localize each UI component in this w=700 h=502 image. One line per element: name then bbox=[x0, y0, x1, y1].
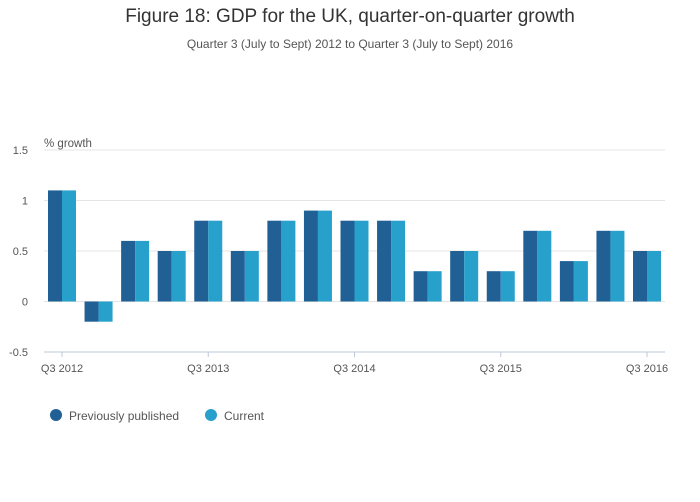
bar-current bbox=[647, 251, 661, 302]
chart-subtitle: Quarter 3 (July to Sept) 2012 to Quarter… bbox=[186, 37, 514, 51]
bar-previously-published bbox=[559, 261, 574, 302]
bar-current bbox=[500, 271, 515, 302]
bar-previously-published bbox=[84, 301, 99, 322]
legend: Previously published Current bbox=[50, 409, 265, 423]
bar-previously-published bbox=[303, 210, 318, 302]
legend-marker bbox=[205, 409, 217, 421]
y-tick-label: 1 bbox=[22, 196, 28, 208]
x-tick-label: Q3 2016 bbox=[626, 363, 668, 375]
bar-previously-published bbox=[340, 220, 355, 302]
axes: -0.5 0 0.5 1 1.5 Q3 2012 Q3 2013 Q3 2014 Q3 2015… bbox=[9, 145, 668, 375]
legend-marker bbox=[50, 409, 62, 421]
bar-current bbox=[610, 230, 625, 302]
bar-previously-published bbox=[523, 230, 538, 302]
bar-previously-published bbox=[413, 271, 428, 302]
bar-previously-published bbox=[596, 230, 611, 302]
bar-current bbox=[464, 251, 479, 302]
y-tick-label: -0.5 bbox=[9, 347, 28, 359]
bar-current bbox=[135, 240, 150, 302]
bar-current bbox=[391, 220, 406, 302]
legend-label: Previously published bbox=[69, 409, 179, 423]
bar-current bbox=[537, 230, 552, 302]
y-tick-label: 1.5 bbox=[13, 145, 28, 157]
x-tick-label: Q3 2015 bbox=[480, 363, 522, 375]
bar-previously-published bbox=[230, 251, 245, 302]
bar-current bbox=[98, 301, 113, 322]
bar-previously-published bbox=[450, 251, 465, 302]
y-tick-label: 0 bbox=[22, 297, 28, 309]
bar-current bbox=[171, 251, 186, 302]
bar-previously-published bbox=[267, 220, 282, 302]
bar-current bbox=[208, 220, 223, 302]
y-tick-label: 0.5 bbox=[13, 246, 28, 258]
bar-current bbox=[354, 220, 369, 302]
bar-current bbox=[62, 190, 76, 302]
bar-current bbox=[317, 210, 332, 302]
x-tick-label: Q3 2012 bbox=[41, 363, 83, 375]
bars bbox=[48, 190, 661, 322]
bar-current bbox=[573, 261, 588, 302]
bar-previously-published bbox=[633, 251, 647, 302]
x-tick-label: Q3 2013 bbox=[187, 363, 229, 375]
bar-previously-published bbox=[157, 251, 172, 302]
bar-previously-published bbox=[377, 220, 392, 302]
bar-previously-published bbox=[486, 271, 501, 302]
bar-previously-published bbox=[194, 220, 209, 302]
y-axis-label: % growth bbox=[44, 138, 92, 150]
bar-previously-published bbox=[121, 240, 136, 302]
bar-current bbox=[427, 271, 442, 302]
x-tick-label: Q3 2014 bbox=[333, 363, 375, 375]
legend-label: Current bbox=[224, 409, 265, 423]
bar-previously-published bbox=[48, 190, 62, 302]
bar-current bbox=[281, 220, 296, 302]
chart-title: Figure 18: GDP for the UK, quarter-on-qu… bbox=[125, 6, 575, 27]
bar-current bbox=[244, 251, 259, 302]
